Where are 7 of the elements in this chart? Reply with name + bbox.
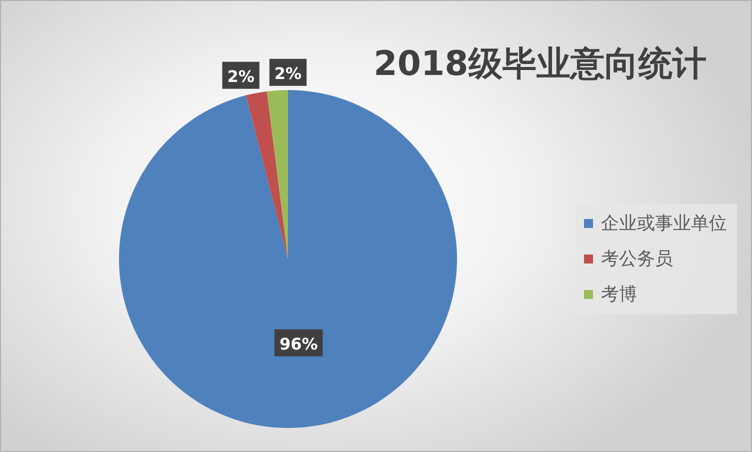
legend-label: 考博: [601, 284, 637, 305]
data-label: 2%: [227, 66, 254, 86]
data-label: 96%: [279, 334, 318, 354]
legend-label: 企业或事业单位: [601, 213, 727, 234]
legend-label: 考公务员: [601, 248, 673, 270]
title: 2018级毕业意向统计: [374, 44, 706, 84]
data-label: 2%: [274, 64, 302, 83]
